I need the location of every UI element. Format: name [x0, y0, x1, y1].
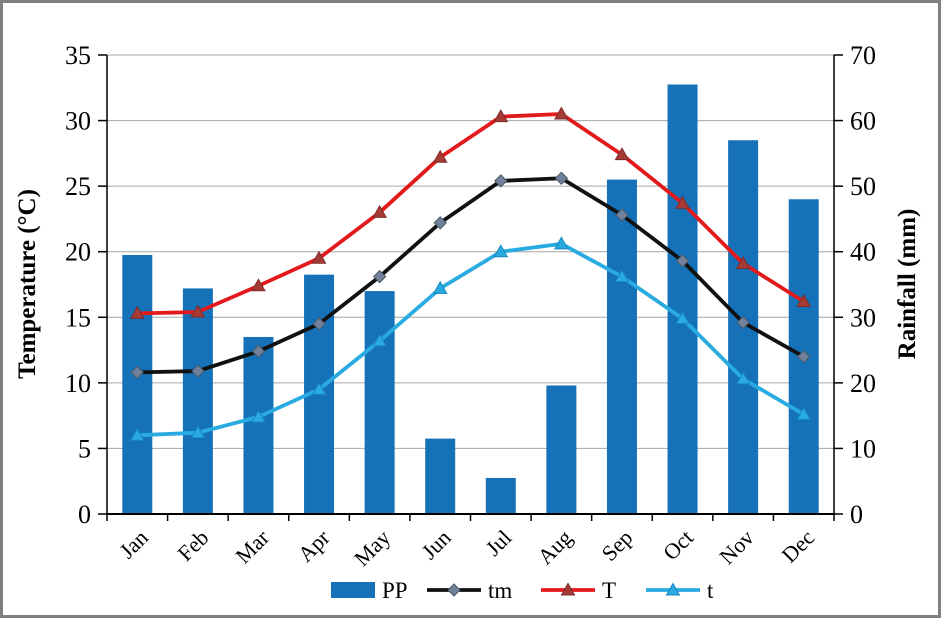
x-label-nov: Nov	[714, 525, 758, 569]
point-T-nov	[735, 256, 751, 270]
point-t-apr	[311, 381, 327, 395]
bar-jul	[485, 477, 516, 514]
x-label-apr: Apr	[293, 524, 335, 566]
point-tm-mar	[251, 344, 266, 359]
right-axis-tick-70: 70	[850, 41, 876, 70]
left-axis-tick-15: 15	[65, 303, 91, 332]
point-tm-dec	[797, 349, 811, 364]
point-T-jan	[129, 305, 145, 319]
point-tm-feb	[191, 364, 205, 378]
bar-mar	[243, 336, 274, 514]
point-tm-nov	[736, 315, 750, 330]
x-label-feb: Feb	[172, 525, 213, 566]
point-t-aug	[554, 236, 569, 250]
point-T-jul	[493, 109, 509, 123]
right-axis-title: Rainfall (mm)	[894, 209, 921, 360]
point-T-jan	[560, 582, 576, 596]
point-t-sep	[614, 269, 630, 283]
point-tm-aug	[554, 171, 569, 185]
point-T-may	[372, 204, 387, 218]
x-label-sep: Sep	[596, 525, 637, 566]
point-tm-may	[372, 269, 387, 284]
right-axis-tick-40: 40	[850, 238, 876, 267]
bar-feb	[182, 288, 213, 514]
right-axis-tick-60: 60	[850, 107, 876, 136]
left-axis-tick-20: 20	[65, 238, 91, 267]
point-tm-sep	[615, 208, 629, 222]
bar-jun	[425, 438, 456, 514]
legend-label-tm: tm	[488, 578, 512, 603]
point-T-jun	[432, 149, 448, 163]
point-t-jan	[129, 427, 145, 441]
left-axis-tick-0: 0	[78, 500, 91, 529]
left-axis-title: Temperature (°C)	[14, 189, 41, 379]
right-axis-tick-50: 50	[850, 172, 876, 201]
axes: 0 5 10 15 20 25 30 35 0 10 20 30 40 50 60 70	[65, 41, 876, 529]
point-tm-jun	[433, 216, 447, 230]
gridlines	[107, 54, 834, 449]
point-t-mar	[251, 409, 266, 423]
point-tm-apr	[312, 317, 326, 331]
left-axis-tick-10: 10	[65, 369, 91, 398]
point-t-may	[372, 333, 387, 347]
point-T-dec	[796, 294, 812, 308]
point-t-dec	[796, 406, 812, 420]
right-axis-tick-10: 10	[850, 434, 876, 463]
point-T-apr	[311, 250, 327, 264]
point-tm-oct	[675, 254, 690, 268]
legend-swatch-t	[646, 582, 700, 596]
right-axis-tick-0: 0	[850, 500, 863, 529]
bar-oct	[667, 84, 698, 514]
left-axis-tick-5: 5	[78, 434, 91, 463]
point-tm-jan	[130, 365, 144, 380]
x-label-dec: Dec	[777, 525, 820, 568]
line-series-tm	[130, 171, 811, 380]
right-axis-tick-20: 20	[850, 369, 876, 398]
legend-label-pp: PP	[382, 578, 408, 603]
climate-combo-chart: Temperature (°C) Rainfall (mm) 0 5 10 15 20 2…	[14, 41, 921, 603]
point-T-oct	[675, 195, 690, 209]
point-t-nov	[735, 371, 751, 385]
point-t-feb	[190, 425, 206, 439]
bar-aug	[546, 385, 577, 514]
point-t-jan	[665, 582, 681, 596]
bar-jan	[122, 254, 153, 514]
legend-swatch-tm	[427, 583, 481, 597]
legend-swatch-T	[541, 582, 595, 596]
x-label-may: May	[349, 525, 395, 571]
x-label-aug: Aug	[532, 525, 576, 569]
line-series-t	[129, 236, 812, 441]
legend-label-T: T	[602, 578, 616, 603]
x-label-jul: Jul	[480, 525, 516, 561]
legend-label-t: t	[707, 578, 714, 603]
point-T-aug	[554, 106, 569, 120]
right-axis-tick-30: 30	[850, 303, 876, 332]
bar-may	[364, 291, 395, 514]
left-axis-tick-25: 25	[65, 172, 91, 201]
line-series-T	[129, 106, 812, 319]
x-axis-labels: Jan Feb Mar Apr May Jun Jul Aug Sep Oct Nov Dec	[114, 524, 819, 571]
point-tm-jul	[494, 174, 508, 188]
point-t-jun	[432, 280, 448, 294]
left-axis-tick-35: 35	[65, 41, 91, 70]
point-T-sep	[614, 147, 630, 161]
x-label-oct: Oct	[658, 525, 698, 565]
point-T-mar	[251, 278, 266, 292]
x-label-mar: Mar	[230, 524, 274, 568]
point-t-oct	[675, 311, 690, 325]
point-t-jul	[493, 244, 509, 258]
point-T-feb	[190, 304, 206, 318]
bar-sep	[606, 179, 637, 515]
left-axis-tick-30: 30	[65, 107, 91, 136]
legend-swatch-pp	[331, 582, 375, 598]
point-tm-jan	[447, 583, 461, 597]
x-label-jan: Jan	[114, 525, 152, 563]
x-label-jun: Jun	[416, 525, 455, 564]
